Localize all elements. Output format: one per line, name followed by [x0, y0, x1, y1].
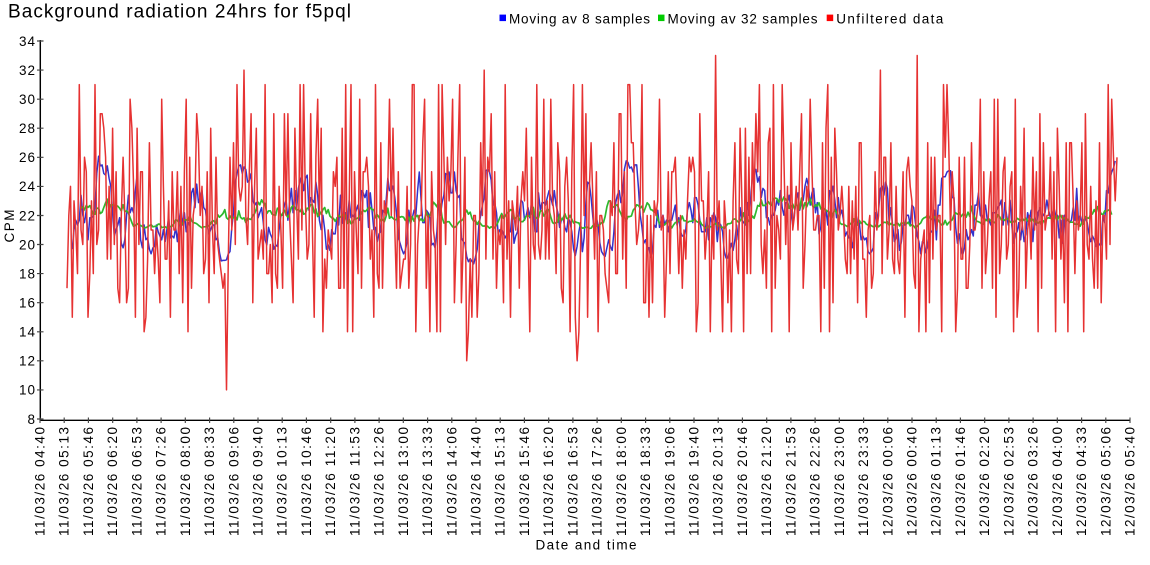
svg-text:Moving av 32 samples: Moving av 32 samples: [668, 11, 818, 26]
svg-text:8: 8: [27, 412, 35, 427]
svg-text:26: 26: [19, 150, 35, 165]
svg-text:11/03/26 08:33: 11/03/26 08:33: [202, 427, 217, 536]
svg-text:Background radiation 24hrs for: Background radiation 24hrs for f5pql: [8, 2, 351, 23]
svg-text:34: 34: [19, 34, 35, 49]
svg-text:20: 20: [19, 237, 35, 252]
svg-text:11/03/26 23:00: 11/03/26 23:00: [832, 427, 847, 536]
svg-text:Unfiltered data: Unfiltered data: [836, 11, 943, 26]
svg-text:12/03/26 03:26: 12/03/26 03:26: [1026, 427, 1041, 536]
svg-text:11/03/26 11:53: 11/03/26 11:53: [347, 427, 362, 536]
svg-text:Moving av 8 samples: Moving av 8 samples: [509, 11, 650, 26]
svg-text:11/03/26 05:13: 11/03/26 05:13: [57, 427, 72, 536]
svg-text:10: 10: [19, 383, 35, 398]
svg-text:11/03/26 15:46: 11/03/26 15:46: [517, 427, 532, 536]
svg-text:11/03/26 15:13: 11/03/26 15:13: [493, 427, 508, 536]
svg-text:11/03/26 12:26: 11/03/26 12:26: [372, 427, 387, 536]
svg-text:11/03/26 08:00: 11/03/26 08:00: [178, 427, 193, 536]
svg-text:11/03/26 22:26: 11/03/26 22:26: [808, 427, 823, 536]
svg-text:11/03/26 10:13: 11/03/26 10:13: [275, 427, 290, 536]
svg-text:12: 12: [19, 354, 35, 369]
svg-text:12/03/26 00:40: 12/03/26 00:40: [905, 427, 920, 536]
svg-text:11/03/26 06:53: 11/03/26 06:53: [129, 427, 144, 536]
svg-text:11/03/26 21:53: 11/03/26 21:53: [783, 427, 798, 536]
svg-text:12/03/26 01:46: 12/03/26 01:46: [953, 427, 968, 536]
svg-text:24: 24: [19, 179, 35, 194]
svg-text:CPM: CPM: [2, 210, 17, 243]
svg-text:11/03/26 07:26: 11/03/26 07:26: [154, 427, 169, 536]
svg-text:11/03/26 17:26: 11/03/26 17:26: [590, 427, 605, 536]
svg-text:16: 16: [19, 296, 35, 311]
svg-text:11/03/26 23:33: 11/03/26 23:33: [856, 427, 871, 536]
svg-text:11/03/26 14:06: 11/03/26 14:06: [444, 427, 459, 536]
svg-text:11/03/26 06:20: 11/03/26 06:20: [105, 427, 120, 536]
svg-text:11/03/26 05:46: 11/03/26 05:46: [81, 427, 96, 536]
svg-text:11/03/26 14:40: 11/03/26 14:40: [469, 427, 484, 536]
svg-text:11/03/26 11:20: 11/03/26 11:20: [323, 427, 338, 536]
svg-text:Date and time: Date and time: [536, 537, 637, 552]
svg-text:11/03/26 19:40: 11/03/26 19:40: [687, 427, 702, 536]
svg-text:12/03/26 00:06: 12/03/26 00:06: [880, 427, 895, 536]
svg-text:22: 22: [19, 208, 35, 223]
svg-text:12/03/26 05:40: 12/03/26 05:40: [1123, 427, 1138, 536]
svg-text:11/03/26 18:33: 11/03/26 18:33: [638, 427, 653, 536]
svg-text:11/03/26 13:00: 11/03/26 13:00: [396, 427, 411, 536]
svg-text:30: 30: [19, 92, 35, 107]
svg-text:12/03/26 04:33: 12/03/26 04:33: [1074, 427, 1089, 536]
svg-text:14: 14: [19, 325, 35, 340]
svg-text:12/03/26 04:00: 12/03/26 04:00: [1050, 427, 1065, 536]
svg-text:11/03/26 09:06: 11/03/26 09:06: [226, 427, 241, 536]
svg-text:12/03/26 05:06: 12/03/26 05:06: [1098, 427, 1113, 536]
svg-text:11/03/26 13:33: 11/03/26 13:33: [420, 427, 435, 536]
svg-text:12/03/26 02:20: 12/03/26 02:20: [977, 427, 992, 536]
svg-text:32: 32: [19, 63, 35, 78]
svg-text:12/03/26 01:13: 12/03/26 01:13: [929, 427, 944, 536]
svg-text:28: 28: [19, 121, 35, 136]
svg-text:11/03/26 10:46: 11/03/26 10:46: [299, 427, 314, 536]
svg-text:11/03/26 19:06: 11/03/26 19:06: [662, 427, 677, 536]
svg-text:11/03/26 21:20: 11/03/26 21:20: [759, 427, 774, 536]
svg-text:11/03/26 20:13: 11/03/26 20:13: [711, 427, 726, 536]
svg-text:11/03/26 16:20: 11/03/26 16:20: [541, 427, 556, 536]
svg-text:18: 18: [19, 266, 35, 281]
svg-text:12/03/26 02:53: 12/03/26 02:53: [1001, 427, 1016, 536]
svg-text:11/03/26 09:40: 11/03/26 09:40: [251, 427, 266, 536]
svg-text:11/03/26 16:53: 11/03/26 16:53: [565, 427, 580, 536]
svg-text:11/03/26 20:46: 11/03/26 20:46: [735, 427, 750, 536]
svg-text:11/03/26 18:00: 11/03/26 18:00: [614, 427, 629, 536]
svg-text:11/03/26 04:40: 11/03/26 04:40: [33, 427, 48, 536]
